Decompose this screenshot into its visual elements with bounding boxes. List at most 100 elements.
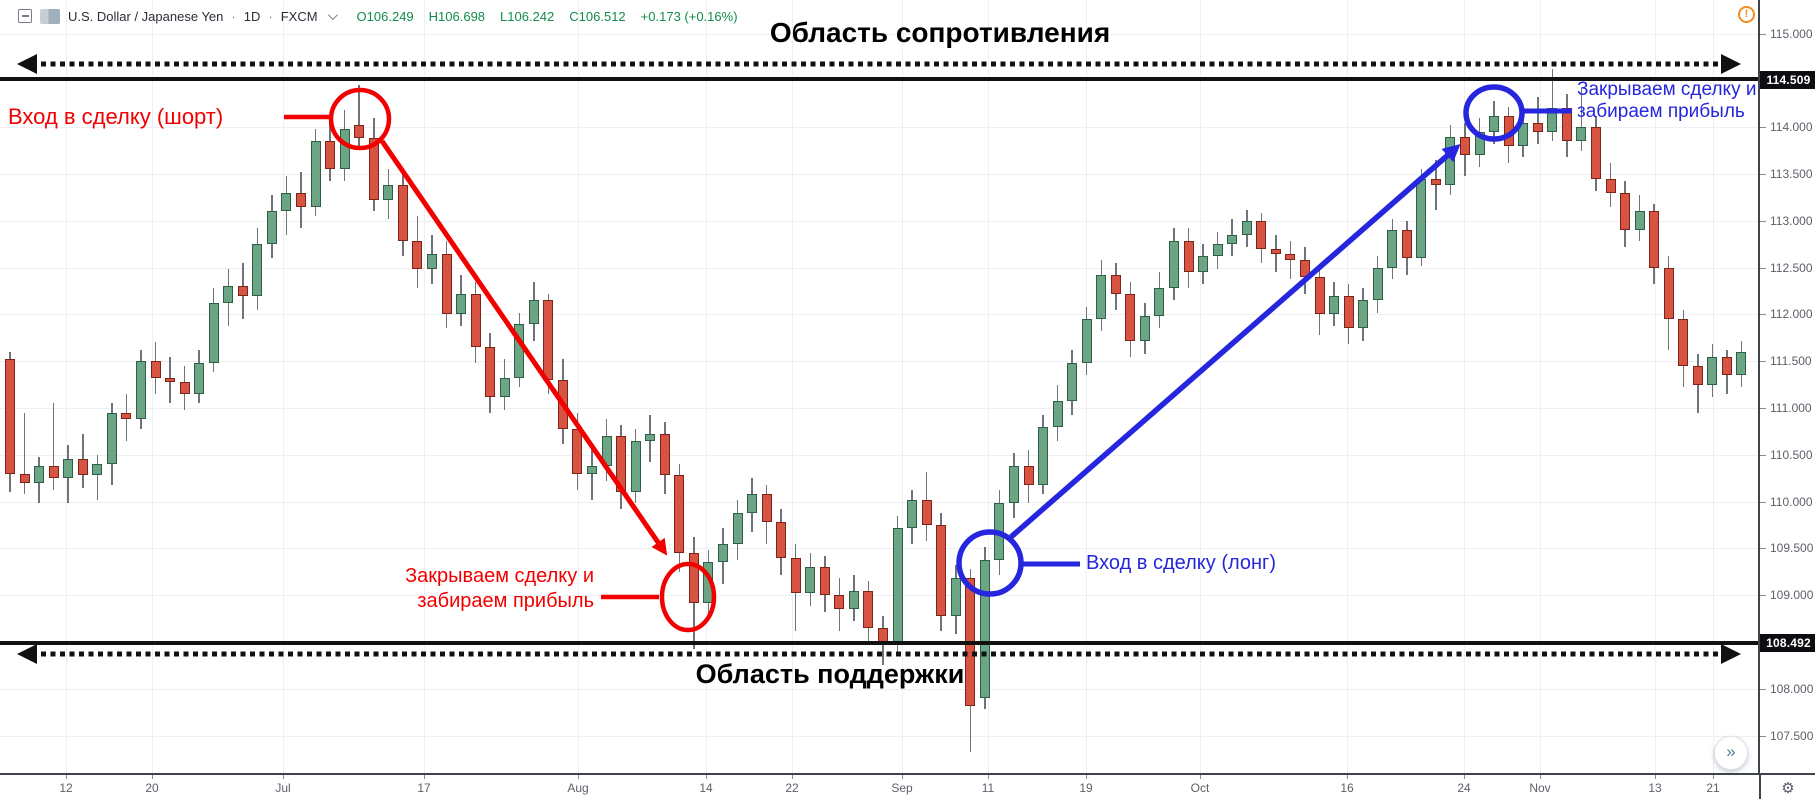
candle-down [1678, 319, 1689, 366]
candle-down [1110, 275, 1121, 294]
gridline [988, 0, 989, 773]
candle-down [572, 428, 583, 474]
instrument-logo-icon [40, 8, 60, 24]
candle-up [1736, 351, 1747, 376]
candle-up [1707, 356, 1718, 385]
time-label: 22 [785, 781, 799, 795]
candle-down [616, 436, 627, 493]
candle-wick [1580, 87, 1583, 151]
time-tick [1713, 775, 1714, 779]
candle-wick [1275, 234, 1277, 273]
entry-short-label[interactable]: Вход в сделку (шорт) [8, 104, 224, 129]
time-label: 21 [1706, 781, 1720, 795]
gridline [0, 33, 1758, 35]
candle-up [1008, 466, 1019, 504]
candle-up [1489, 115, 1500, 132]
exit-long-label-line1: Закрываем сделку и [1577, 79, 1757, 100]
exit-long-label[interactable]: Закрываем сделку и забираем прибыль [1577, 79, 1756, 123]
time-label: 16 [1340, 781, 1354, 795]
gridline [0, 220, 1758, 222]
symbol-legend[interactable]: U.S. Dollar / Japanese Yen · 1D · FXCM O… [18, 6, 738, 26]
candle-down [179, 381, 190, 394]
candle-up [106, 412, 117, 465]
collapse-legend-icon[interactable] [18, 9, 32, 23]
candle-up [1212, 244, 1223, 257]
candle-down [412, 241, 423, 270]
time-axis[interactable]: 12 20 Jul 17 Aug 14 22 Sep 11 19 Oct 16 24 Nov 13 21 ⚙ [0, 773, 1815, 799]
gridline [0, 595, 1758, 597]
time-tick [66, 775, 67, 779]
candle-up [1096, 275, 1107, 320]
time-label: Oct [1190, 781, 1210, 795]
candle-down [165, 378, 176, 382]
resistance-area-title[interactable]: Область сопротивления [769, 17, 1111, 48]
price-tick [1760, 408, 1766, 409]
price-tick [1760, 314, 1766, 316]
candle-down [1561, 108, 1572, 142]
candle-up [1169, 241, 1179, 289]
price-label: 109.000 [1770, 588, 1814, 603]
settings-gear-icon[interactable]: ⚙ [1781, 778, 1795, 797]
axis-settings-corner[interactable]: ⚙ [1759, 775, 1815, 799]
candle-down [1430, 178, 1441, 186]
candle-up [1372, 267, 1383, 301]
candle-up [1198, 256, 1209, 273]
chevron-down-icon[interactable] [327, 9, 338, 20]
price-label: 113.500 [1770, 167, 1813, 181]
candle-up [339, 129, 350, 170]
gridline [902, 0, 903, 773]
candle-down [936, 525, 947, 616]
symbol-title[interactable]: U.S. Dollar / Japanese Yen [68, 8, 224, 24]
entry-long-label[interactable]: Вход в сделку (лонг) [1086, 552, 1276, 574]
price-tick [1760, 33, 1766, 35]
price-axis[interactable]: 115.000 114.000 113.500 113.000 112.500 112.0… [1758, 0, 1815, 773]
candle-down [1256, 220, 1267, 249]
candle-down [121, 412, 132, 420]
candle-up [645, 434, 656, 441]
exit-long-label-line2: забираем прибыль [1577, 101, 1745, 122]
gridline [283, 0, 284, 773]
candle-up [630, 440, 641, 493]
time-tick [706, 775, 707, 779]
gridline [1464, 0, 1465, 773]
time-tick [1655, 775, 1656, 779]
exit-short-label[interactable]: Закрываем сделку и забираем прибыль [405, 564, 594, 614]
long-trade-arrow[interactable] [1009, 143, 1461, 540]
time-label: Aug [567, 781, 589, 795]
candle-up [587, 466, 597, 474]
candle-up [499, 378, 510, 397]
gridline [0, 688, 1758, 690]
time-label: Nov [1529, 781, 1551, 795]
candle-down [19, 473, 30, 483]
candle-up [601, 436, 612, 467]
chart-canvas[interactable]: Область сопротивления Область поддержки … [0, 0, 1758, 773]
interval-label[interactable]: 1D [243, 8, 261, 24]
gridline [0, 127, 1758, 129]
candle-down [1125, 293, 1136, 341]
candle-up [1154, 288, 1165, 317]
exchange-label[interactable]: FXCM [280, 8, 318, 24]
support-area-title[interactable]: Область поддержки [695, 659, 965, 689]
price-label: 110.500 [1770, 447, 1813, 462]
warning-icon[interactable]: ! [1738, 6, 1755, 23]
candle-up [1474, 131, 1485, 156]
candle-down [470, 293, 481, 348]
price-label: 110.000 [1770, 494, 1813, 509]
double-chevron-right-icon: » [1726, 742, 1736, 761]
more-button[interactable]: » [1714, 736, 1748, 770]
candle-down [1401, 230, 1412, 259]
candle-down [1285, 253, 1296, 261]
candle-down [543, 300, 554, 380]
gridline [1200, 0, 1201, 773]
time-label: 24 [1457, 781, 1471, 795]
support-price-flag: 108.492 [1760, 633, 1815, 652]
candle-down [557, 379, 568, 429]
candle-up [950, 578, 961, 616]
candle-down [1503, 115, 1514, 146]
price-label: 111.500 [1770, 354, 1812, 369]
candle-down [688, 553, 699, 603]
gridline [1713, 0, 1714, 773]
candle-down [1314, 276, 1325, 315]
gridline [0, 174, 1758, 175]
